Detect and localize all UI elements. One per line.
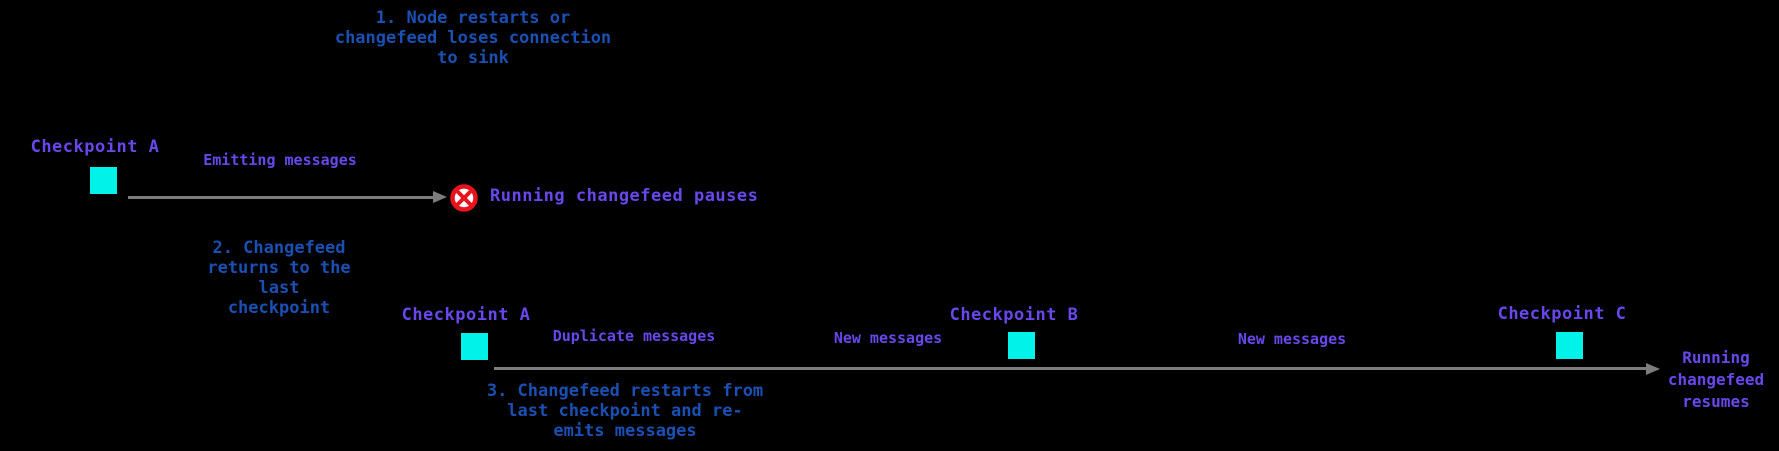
duplicate-messages-label: Duplicate messages <box>552 327 716 345</box>
checkpoint-a-marker-timeline2 <box>461 333 488 360</box>
emitting-messages-label: Emitting messages <box>203 151 357 169</box>
timeline2-arrowhead-icon <box>1646 363 1660 375</box>
checkpoint-b-marker <box>1008 332 1035 359</box>
new-messages-label-1: New messages <box>833 329 943 347</box>
timeline1-line <box>128 196 434 199</box>
annotation-step2: 2. Changefeed returns to the last checkp… <box>207 238 351 318</box>
checkpoint-c-marker <box>1556 332 1583 359</box>
circle-cross-error-icon <box>450 184 478 212</box>
checkpoint-a-marker-timeline1 <box>90 167 117 194</box>
running-changefeed-pauses-label: Running changefeed pauses <box>490 186 759 206</box>
checkpoint-a-label-timeline2: Checkpoint A <box>401 305 531 325</box>
timeline1-arrowhead-icon <box>433 191 447 203</box>
timeline2-line <box>494 367 1646 370</box>
checkpoint-a-label-timeline1: Checkpoint A <box>30 137 160 157</box>
checkpoint-c-label: Checkpoint C <box>1497 304 1627 324</box>
running-changefeed-resumes-label: Running changefeed resumes <box>1667 348 1765 411</box>
checkpoint-b-label: Checkpoint B <box>949 305 1079 325</box>
annotation-step3: 3. Changefeed restarts from last checkpo… <box>486 381 764 441</box>
annotation-step1: 1. Node restarts or changefeed loses con… <box>334 8 612 68</box>
new-messages-label-2: New messages <box>1237 330 1347 348</box>
